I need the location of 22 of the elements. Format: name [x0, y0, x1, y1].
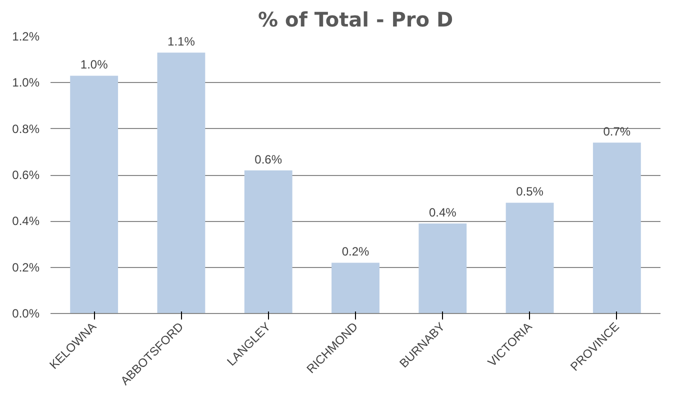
- y-tick-label: 1.2%: [12, 30, 40, 44]
- bar: [592, 142, 641, 314]
- y-tick-label: 0.4%: [12, 214, 40, 228]
- chart-title: % of Total - Pro D: [258, 8, 454, 32]
- bar: [506, 202, 554, 314]
- y-tick-label: 0.8%: [12, 122, 40, 136]
- data-label: 1.0%: [80, 58, 108, 72]
- bar: [332, 262, 380, 314]
- data-label: 0.7%: [603, 124, 631, 139]
- bar: [244, 170, 292, 314]
- data-label: 1.1%: [168, 34, 196, 49]
- y-tick-label: 0.2%: [12, 260, 40, 274]
- y-tick-label: 0.6%: [12, 168, 40, 182]
- y-tick-label: 1.0%: [12, 76, 40, 90]
- data-label: 0.2%: [342, 244, 370, 259]
- y-tick-label: 0.0%: [12, 306, 40, 320]
- bar: [70, 76, 118, 314]
- data-label: 0.5%: [516, 184, 544, 199]
- bar: [418, 223, 467, 314]
- bar: [157, 52, 206, 314]
- data-label: 0.4%: [428, 205, 457, 220]
- data-label: 0.6%: [254, 152, 282, 166]
